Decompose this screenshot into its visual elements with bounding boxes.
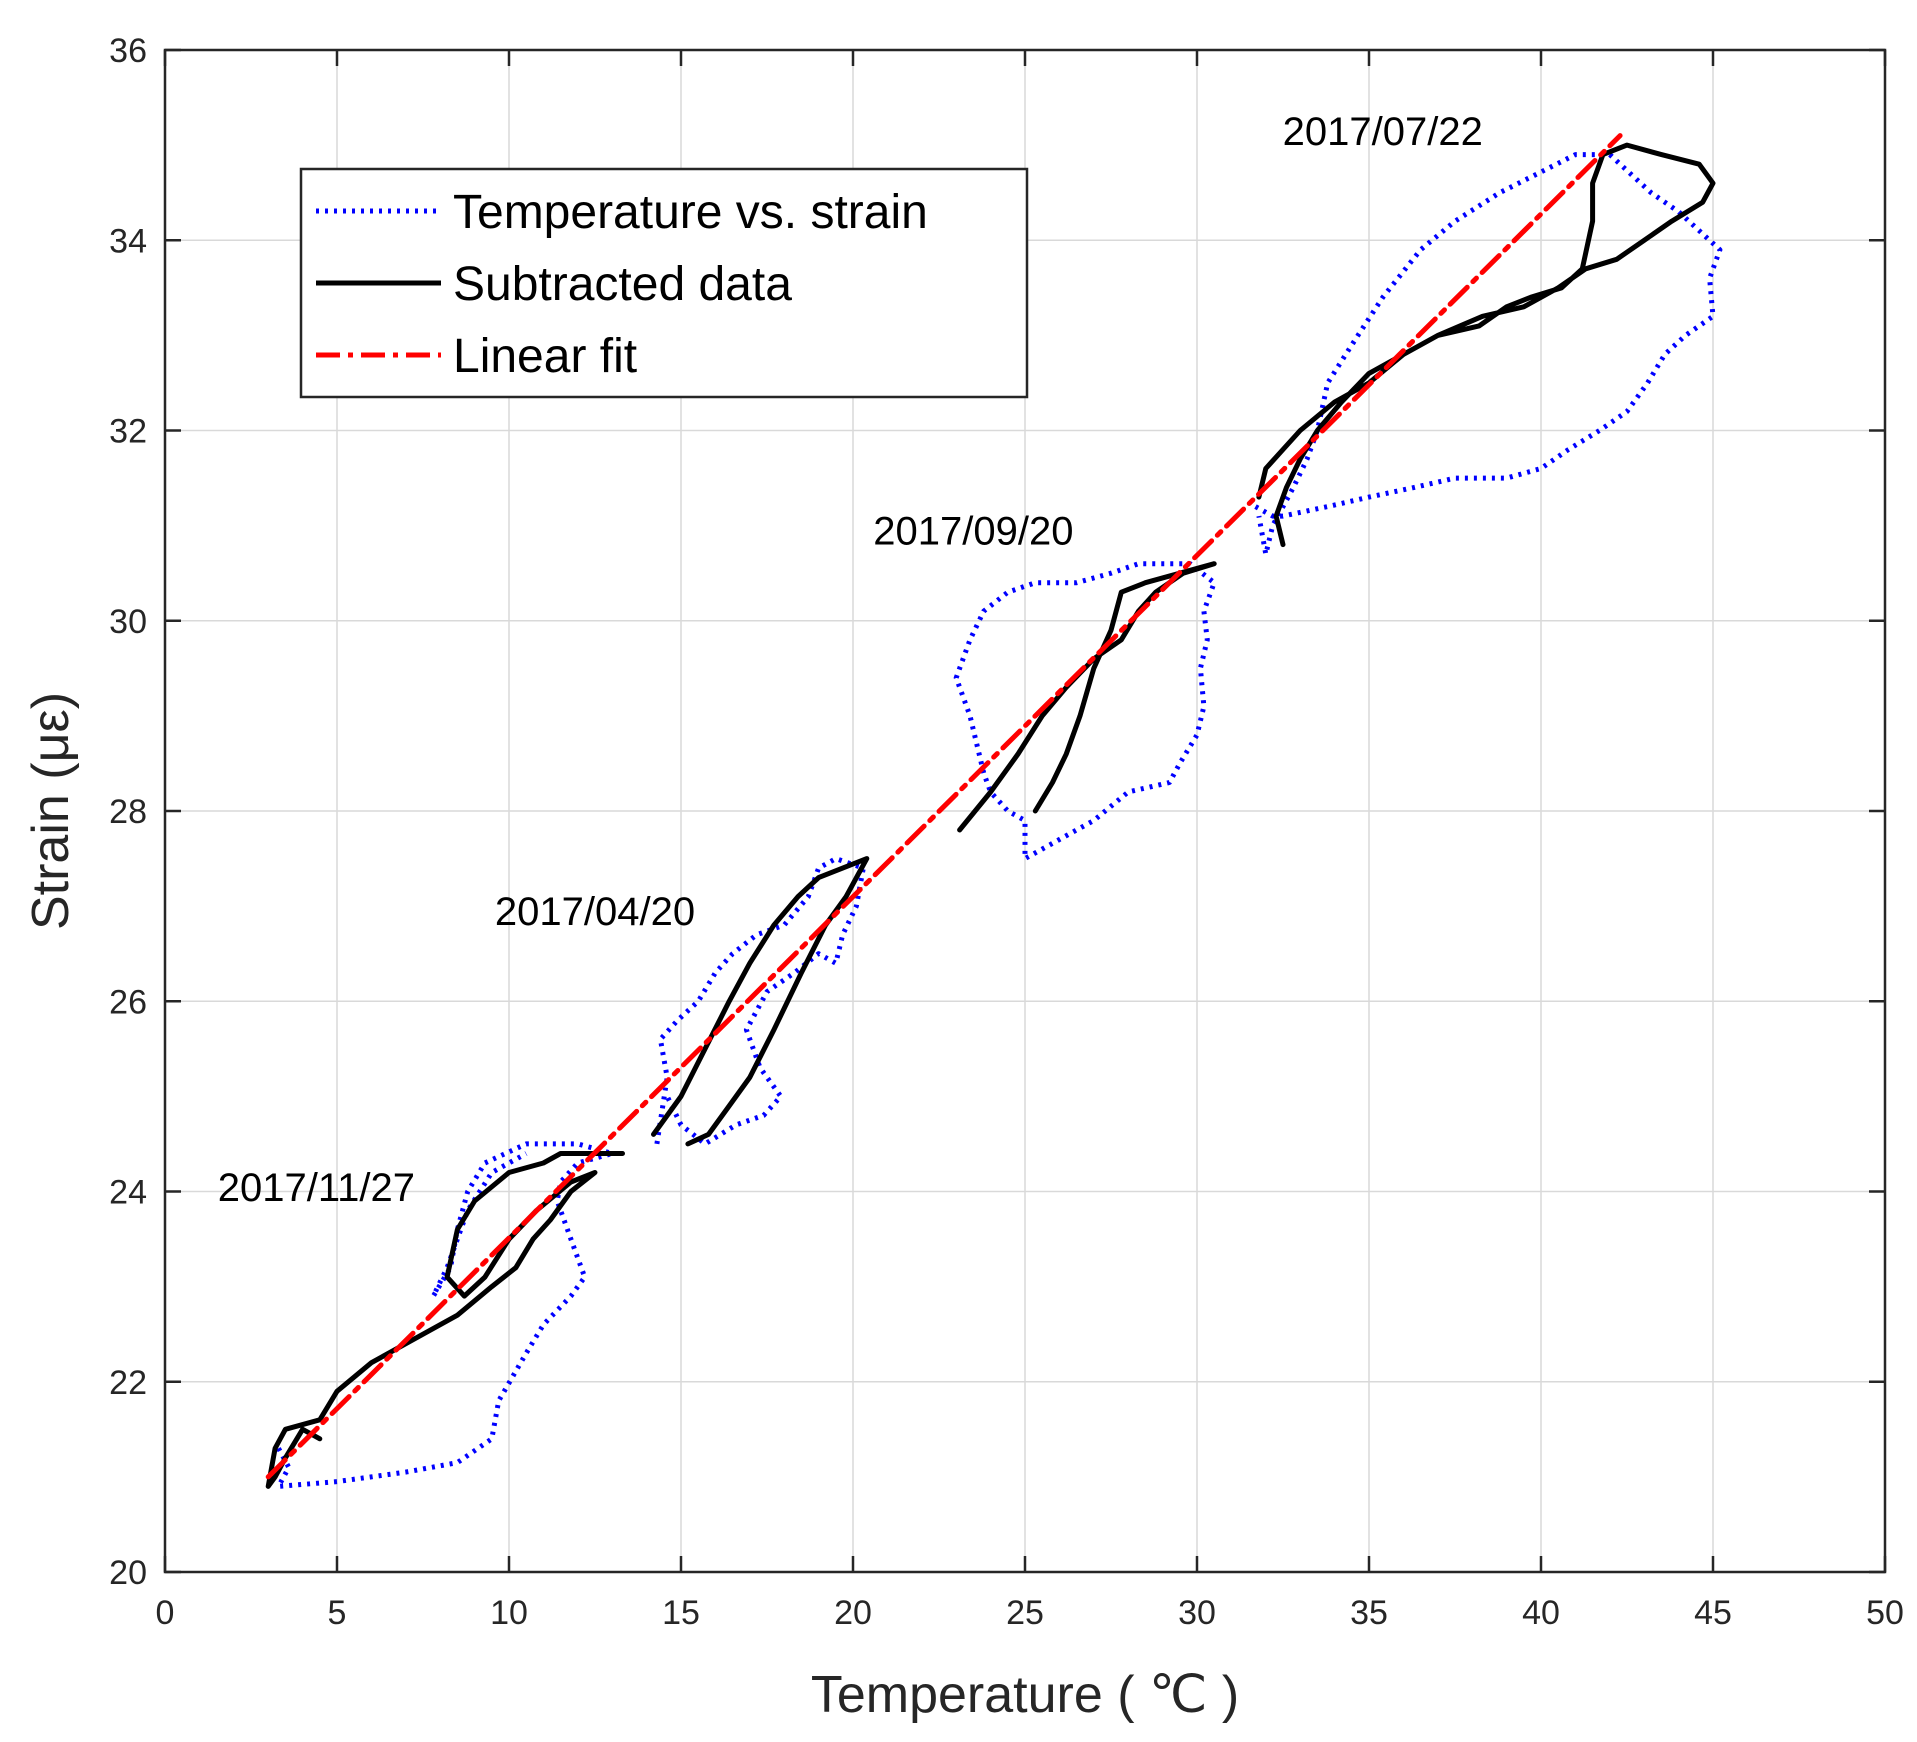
legend-label-linear-fit: Linear fit — [453, 330, 637, 383]
y-tick-label-20: 20 — [109, 1554, 147, 1592]
annotations: 2017/07/22 2017/09/20 2017/04/20 2017/11/27 — [218, 110, 1483, 1210]
x-tick-label-0: 0 — [156, 1594, 175, 1632]
series-subtracted-data-segment-2 — [651, 856, 870, 1147]
series-linear-fit-segment-1 — [265, 133, 1623, 1480]
series-subtracted-data-segment-1 — [265, 1151, 625, 1489]
legend: Temperature vs. strain Subtracted data L… — [299, 167, 1029, 399]
x-tick-label-10: 10 — [490, 1594, 528, 1632]
series-layer — [265, 133, 1723, 1489]
y-tick-label-28: 28 — [109, 793, 147, 831]
legend-label-subtracted: Subtracted data — [453, 258, 792, 311]
legend-label-temperature: Temperature vs. strain — [453, 186, 928, 239]
x-tick-label-25: 25 — [1006, 1594, 1044, 1632]
x-tick-label-35: 35 — [1350, 1594, 1388, 1632]
annotation-2017-11-27: 2017/11/27 — [218, 1166, 415, 1210]
y-tick-label-30: 30 — [109, 603, 147, 641]
x-tick-label-30: 30 — [1178, 1594, 1216, 1632]
y-tick-label-32: 32 — [109, 413, 147, 451]
x-tick-label-40: 40 — [1522, 1594, 1560, 1632]
x-tick-label-20: 20 — [834, 1594, 872, 1632]
y-tick-label-22: 22 — [109, 1364, 147, 1402]
series-temperature-vs-strain-segment-1 — [276, 1141, 615, 1489]
series-temperature-vs-strain-segment-4 — [1254, 152, 1723, 557]
annotation-2017-09-20: 2017/09/20 — [873, 510, 1073, 554]
annotation-2017-07-22: 2017/07/22 — [1283, 110, 1483, 154]
x-tick-label-50: 50 — [1866, 1594, 1904, 1632]
y-tick-label-26: 26 — [109, 983, 147, 1021]
series-temperature-vs-strain-segment-2 — [654, 856, 866, 1147]
y-tick-label-34: 34 — [109, 222, 147, 260]
y-axis-title: Strain (με) — [22, 692, 80, 930]
x-axis-title: Temperature ( ℃ ) — [811, 1666, 1239, 1724]
x-tick-label-45: 45 — [1694, 1594, 1732, 1632]
series-subtracted-data-segment-4 — [1256, 142, 1716, 548]
annotation-2017-04-20: 2017/04/20 — [495, 890, 695, 934]
y-tick-label-36: 36 — [109, 32, 147, 70]
ticks: 0 5 10 15 20 25 30 35 40 45 50 20 22 24 26 28 30 32 34 36 — [109, 32, 1904, 1632]
series-temperature-vs-strain-segment-3 — [953, 561, 1217, 862]
x-tick-label-15: 15 — [662, 1594, 700, 1632]
y-tick-label-24: 24 — [109, 1174, 147, 1212]
series-subtracted-data-segment-3 — [957, 561, 1217, 833]
x-tick-label-5: 5 — [328, 1594, 347, 1632]
